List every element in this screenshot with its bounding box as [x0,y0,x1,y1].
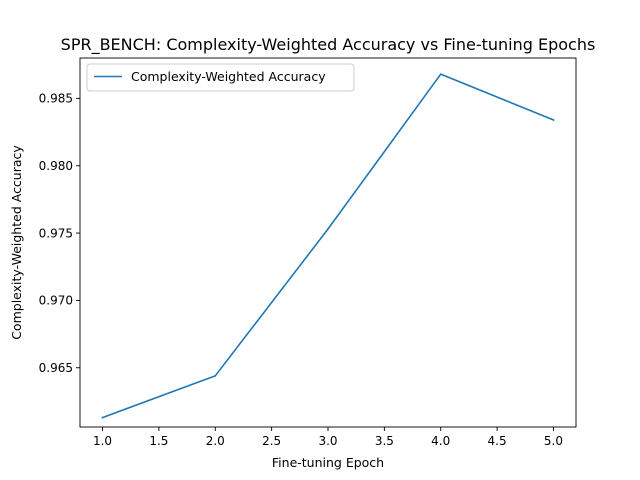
x-tick-label: 3.5 [375,434,394,448]
chart-title: SPR_BENCH: Complexity-Weighted Accuracy … [61,35,596,55]
x-tick-label: 5.0 [544,434,563,448]
y-tick-label: 0.965 [39,361,73,375]
x-tick-label: 2.0 [206,434,225,448]
plot-area [79,57,577,428]
data-point [439,73,442,75]
x-axis-ticks: 1.0 1.5 2.0 2.5 3.0 3.5 4.0 4.5 5.0 [93,427,563,448]
x-tick-label: 1.5 [149,434,168,448]
y-tick-label: 0.980 [39,159,73,173]
x-tick-label: 4.5 [488,434,507,448]
x-tick-label: 2.5 [262,434,281,448]
y-axis-ticks: 0.965 0.970 0.975 0.980 0.985 [39,92,80,375]
x-axis-label: Fine-tuning Epoch [272,455,384,470]
legend: Complexity-Weighted Accuracy [86,63,355,92]
plot-background [80,58,576,427]
legend-label: Complexity-Weighted Accuracy [131,69,326,84]
series-layer [101,73,555,419]
x-tick-label: 4.0 [431,434,450,448]
y-tick-label: 0.975 [39,226,73,240]
data-point [101,416,104,419]
x-tick-label: 3.0 [318,434,337,448]
data-point [214,375,217,377]
data-point [552,119,555,121]
legend-box [86,63,355,92]
x-tick-label: 1.0 [93,434,112,448]
y-tick-label: 0.985 [39,92,73,106]
data-point [327,228,329,230]
y-tick-label: 0.970 [39,294,73,308]
y-axis-label: Complexity-Weighted Accuracy [9,145,24,340]
